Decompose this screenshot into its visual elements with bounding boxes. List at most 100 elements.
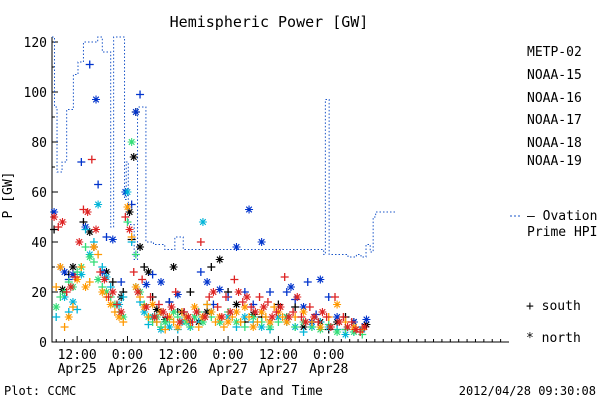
data-point-north bbox=[81, 283, 90, 291]
x-tick-label-time: 12:00 bbox=[259, 348, 298, 363]
data-point-north bbox=[66, 283, 75, 291]
data-point-south bbox=[127, 233, 136, 241]
data-point-south bbox=[253, 318, 262, 326]
data-point-south bbox=[144, 320, 153, 329]
data-point-north bbox=[182, 318, 191, 326]
data-point-north bbox=[161, 318, 170, 326]
data-point-north bbox=[316, 323, 325, 331]
data-point-south bbox=[230, 275, 239, 284]
data-point-north bbox=[242, 293, 251, 301]
data-point-south bbox=[347, 318, 356, 326]
data-point-south bbox=[154, 300, 163, 309]
data-point-north bbox=[108, 288, 117, 296]
legend-label-metp-02: METP-02 bbox=[527, 45, 582, 60]
data-point-south bbox=[247, 303, 256, 311]
data-point-north bbox=[251, 308, 260, 316]
data-point-north bbox=[58, 218, 67, 226]
data-point-south bbox=[314, 318, 323, 326]
x-tick-label-date: Apr28 bbox=[309, 362, 348, 377]
data-point-south bbox=[194, 323, 203, 331]
data-point-north bbox=[299, 303, 308, 311]
data-point-south bbox=[282, 288, 291, 296]
data-point-south bbox=[89, 258, 98, 266]
data-point-north bbox=[117, 308, 126, 316]
data-point-north bbox=[167, 303, 176, 311]
data-point-south bbox=[356, 328, 365, 336]
data-point-north bbox=[133, 288, 142, 296]
data-point-north bbox=[215, 285, 224, 294]
y-tick-label: 100 bbox=[24, 86, 47, 101]
data-point-south bbox=[303, 278, 312, 286]
data-point-north bbox=[85, 253, 94, 261]
data-point-north bbox=[142, 303, 151, 311]
data-point-north bbox=[259, 303, 268, 311]
x-tick-label-date: Apr27 bbox=[209, 362, 248, 377]
data-point-south bbox=[127, 200, 136, 209]
data-point-south bbox=[85, 278, 94, 286]
data-point-south bbox=[207, 263, 216, 271]
legend-label-noaa-19: NOAA-19 bbox=[527, 154, 582, 169]
y-tick-label: 60 bbox=[31, 186, 47, 201]
data-point-south bbox=[77, 158, 86, 166]
data-point-north bbox=[123, 188, 132, 196]
data-point-south bbox=[123, 218, 132, 226]
data-point-north bbox=[159, 308, 168, 316]
data-point-north bbox=[152, 305, 161, 314]
data-point-north bbox=[89, 243, 98, 251]
data-point-north bbox=[52, 303, 61, 311]
data-point-north bbox=[203, 308, 212, 316]
x-tick-label-time: 0:00 bbox=[212, 348, 243, 363]
data-point-north bbox=[299, 308, 308, 316]
data-point-south bbox=[140, 263, 149, 271]
data-point-north bbox=[68, 270, 77, 279]
data-point-south bbox=[136, 90, 145, 99]
data-point-north bbox=[333, 313, 342, 321]
data-point-south bbox=[157, 323, 166, 331]
data-point-north bbox=[299, 323, 308, 331]
footer-timestamp: 2012/04/28 09:30:08 bbox=[459, 384, 596, 398]
data-point-south bbox=[211, 318, 220, 326]
data-point-north bbox=[127, 138, 136, 146]
ovation-prime-hpi-line bbox=[52, 36, 396, 260]
legend-label-north: * north bbox=[526, 331, 581, 346]
data-point-north bbox=[73, 275, 82, 284]
data-point-north bbox=[144, 268, 153, 276]
data-point-north bbox=[119, 313, 128, 321]
x-tick-label-date: Apr27 bbox=[259, 362, 298, 377]
data-point-south bbox=[73, 268, 82, 276]
x-tick-label-time: 0:00 bbox=[313, 348, 344, 363]
data-point-north bbox=[301, 318, 310, 326]
data-point-south bbox=[119, 293, 128, 301]
data-point-south bbox=[85, 60, 94, 69]
data-point-south bbox=[129, 268, 138, 276]
data-point-north bbox=[169, 263, 178, 271]
y-tick-label: 40 bbox=[31, 236, 47, 251]
data-point-north bbox=[217, 313, 226, 321]
data-point-south bbox=[240, 323, 249, 331]
data-point-south bbox=[291, 323, 300, 331]
data-point-south bbox=[71, 273, 80, 281]
data-point-north bbox=[266, 323, 275, 331]
data-point-north bbox=[68, 298, 77, 306]
legend-label-noaa-17: NOAA-17 bbox=[527, 113, 582, 128]
series-noaa-19 bbox=[50, 155, 369, 336]
data-point-south bbox=[50, 225, 59, 234]
data-point-south bbox=[163, 313, 172, 321]
data-point-south bbox=[121, 213, 130, 221]
x-tick-label-date: Apr26 bbox=[158, 362, 197, 377]
data-point-north bbox=[50, 213, 59, 221]
data-point-north bbox=[94, 275, 103, 284]
data-point-north bbox=[92, 95, 101, 104]
footer-plot-credit: Plot: CCMC bbox=[4, 384, 76, 398]
data-point-north bbox=[249, 313, 258, 321]
data-point-north bbox=[192, 308, 201, 316]
data-point-south bbox=[119, 318, 128, 326]
data-point-north bbox=[207, 308, 216, 316]
series-noaa-16 bbox=[52, 188, 367, 339]
data-point-north bbox=[102, 268, 111, 276]
data-point-south bbox=[146, 293, 155, 301]
data-point-south bbox=[77, 263, 86, 271]
data-point-south bbox=[205, 293, 214, 301]
data-point-north bbox=[125, 225, 134, 234]
data-point-north bbox=[131, 108, 140, 116]
